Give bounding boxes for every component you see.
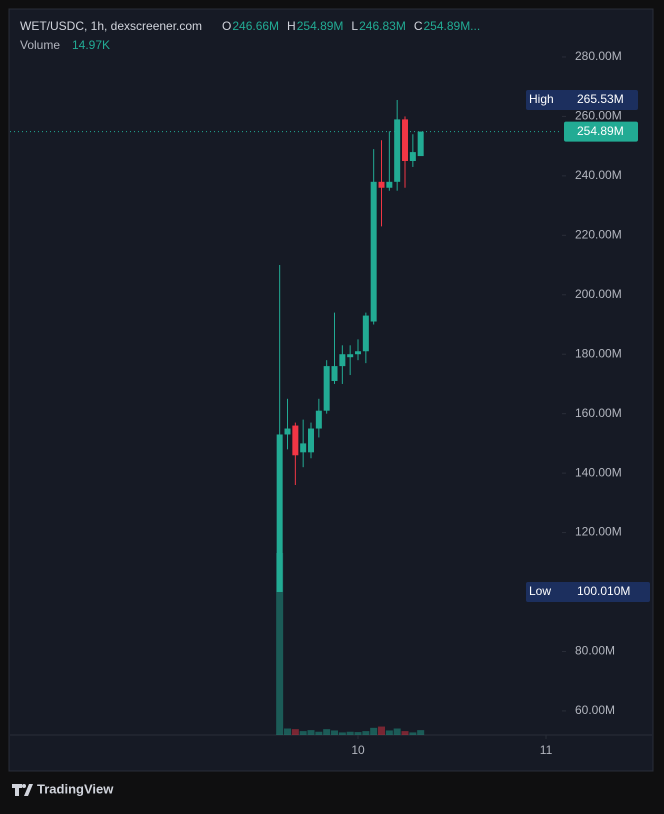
last-price-box — [564, 121, 638, 142]
y-tick-label: 280.00M — [575, 49, 622, 63]
y-tick-label: 220.00M — [575, 227, 622, 241]
x-tick-label: 10 — [351, 743, 365, 757]
y-tick-label: 200.00M — [575, 287, 622, 301]
candle-body — [308, 428, 315, 453]
candle-body — [386, 181, 393, 188]
candle-body — [402, 119, 409, 162]
legend-value: 254.89M — [297, 19, 344, 33]
marker-box — [526, 581, 650, 602]
chart-title: WET/USDC, 1h, dexscreener.com — [20, 19, 202, 33]
volume-bar — [401, 731, 409, 735]
candle-body — [417, 131, 424, 157]
y-tick-label: 180.00M — [575, 346, 622, 360]
volume-bar — [370, 727, 378, 735]
volume-bar — [276, 553, 284, 735]
marker-value: 100.010M — [577, 584, 630, 598]
volume-bar — [354, 732, 362, 735]
candle-body — [394, 119, 401, 182]
candle-body — [315, 410, 322, 429]
y-tick-label: 160.00M — [575, 406, 622, 420]
candle-body — [347, 354, 354, 358]
legend-key: O — [222, 19, 231, 33]
candle-body — [284, 428, 291, 435]
x-tick-label: 11 — [540, 743, 553, 757]
ohlc-legend: O 246.66M H 254.89M L 246.83M C 254.89M... — [222, 19, 480, 33]
last-price-label: 254.89M — [577, 124, 624, 138]
volume-bar — [338, 732, 346, 735]
volume-bar — [291, 729, 299, 735]
candle-body — [331, 366, 338, 381]
chart-panel — [8, 8, 654, 772]
volume-bar — [323, 729, 331, 735]
legend-key: L — [351, 19, 358, 33]
candle-body — [339, 354, 346, 367]
candle-body — [323, 366, 330, 411]
legend-key: H — [287, 19, 296, 33]
legend-value: 246.83M — [359, 19, 406, 33]
tradingview-logo — [12, 784, 33, 796]
candle-body — [276, 434, 283, 592]
volume-label: Volume — [20, 38, 60, 52]
y-tick-label: 80.00M — [575, 644, 615, 658]
candle-body — [355, 351, 362, 355]
volume-bar — [409, 732, 417, 735]
volume-bar — [362, 731, 370, 735]
candle-body — [362, 315, 369, 352]
legend-value: 246.66M — [232, 19, 279, 33]
candle-body — [300, 443, 307, 453]
marker-label: Low — [529, 584, 551, 598]
volume-bar — [417, 730, 425, 735]
y-tick-label: 120.00M — [575, 525, 622, 539]
volume-bar — [378, 726, 386, 735]
volume-bar — [331, 730, 339, 735]
y-tick-label: 260.00M — [575, 109, 622, 123]
y-tick-label: 140.00M — [575, 465, 622, 479]
marker-label: High — [529, 92, 554, 106]
marker-box — [526, 89, 638, 110]
volume-bar — [284, 728, 292, 735]
marker-value: 265.53M — [577, 92, 624, 106]
volume-bar — [307, 730, 315, 735]
candle-body — [292, 425, 299, 456]
candle-body — [378, 181, 385, 188]
legend-value: 254.89M... — [423, 19, 480, 33]
volume-bar — [393, 728, 401, 735]
volume-bar — [315, 731, 323, 735]
candle-body — [409, 152, 416, 162]
volume-bar — [385, 730, 393, 735]
volume-value: 14.97K — [72, 38, 110, 52]
y-tick-label: 60.00M — [575, 703, 615, 717]
volume-bar — [299, 731, 307, 735]
volume-bar — [346, 731, 354, 735]
legend-key: C — [414, 19, 423, 33]
brand: TradingView — [37, 781, 114, 796]
candle-body — [370, 181, 377, 322]
y-tick-label: 240.00M — [575, 168, 622, 182]
